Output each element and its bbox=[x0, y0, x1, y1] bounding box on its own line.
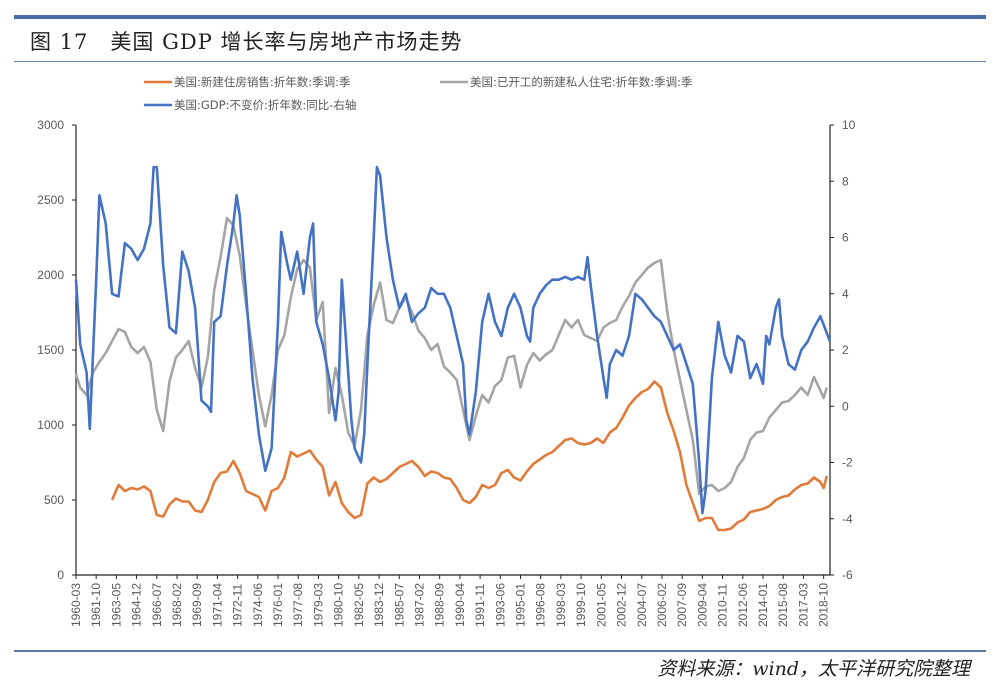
legend-label-1: 美国:已开工的新建私人住宅:折年数:季调:季 bbox=[470, 75, 693, 89]
x-tick-label: 1988-09 bbox=[433, 583, 447, 627]
x-tick-label: 2017-03 bbox=[796, 583, 810, 627]
x-tick-label: 1980-10 bbox=[332, 583, 346, 627]
x-tick-label: 1971-04 bbox=[210, 583, 224, 627]
x-tick-label: 1993-06 bbox=[493, 583, 507, 627]
x-tick-label: 1968-02 bbox=[170, 583, 184, 627]
x-tick-label: 2007-09 bbox=[675, 583, 689, 627]
x-tick-label: 1979-03 bbox=[311, 583, 325, 627]
x-tick-label: 1996-08 bbox=[534, 583, 548, 627]
x-tick-label: 1960-03 bbox=[69, 583, 83, 627]
left-tick-label: 3000 bbox=[37, 118, 64, 132]
x-tick-label: 1964-12 bbox=[130, 583, 144, 627]
axes: 0 500 1000 1500 2000 2500 3000 -6 -4 -2 0 2 4 6 8 10 196… bbox=[37, 118, 855, 627]
right-tick-label: 2 bbox=[842, 343, 849, 357]
x-tick-label: 1982-05 bbox=[352, 583, 366, 627]
right-tick-label: 4 bbox=[842, 287, 849, 301]
source-note: 资料来源：wind，太平洋研究院整理 bbox=[657, 658, 970, 680]
left-tick-label: 500 bbox=[44, 493, 64, 507]
series-lines bbox=[74, 165, 832, 532]
left-tick-label: 1500 bbox=[37, 343, 64, 357]
x-tick-label: 1999-10 bbox=[574, 583, 588, 627]
x-tick-label: 2001-05 bbox=[594, 583, 608, 627]
x-tick-label: 1966-07 bbox=[150, 583, 164, 627]
x-tick-label: 2015-08 bbox=[776, 583, 790, 627]
legend-label-0: 美国:新建住房销售:折年数:季调:季 bbox=[174, 75, 351, 89]
x-tick-label: 1990-04 bbox=[453, 583, 467, 627]
title-rule bbox=[14, 61, 986, 62]
x-tick-label: 1977-08 bbox=[291, 583, 305, 627]
x-tick-label: 2006-02 bbox=[655, 583, 669, 627]
x-tick-label: 1987-02 bbox=[412, 583, 426, 627]
x-tick-label: 1983-12 bbox=[372, 583, 386, 627]
legend: 美国:新建住房销售:折年数:季调:季 美国:已开工的新建私人住宅:折年数:季调:季… bbox=[144, 75, 693, 112]
x-tick-label: 2004-07 bbox=[635, 583, 649, 627]
x-tick-label: 1976-01 bbox=[271, 583, 285, 627]
right-tick-label: 8 bbox=[842, 174, 849, 188]
x-tick-label: 2014-01 bbox=[756, 583, 770, 627]
x-tick-label: 1972-11 bbox=[231, 584, 245, 627]
x-tick-label: 2010-11 bbox=[716, 584, 730, 627]
x-tick-label: 1991-11 bbox=[473, 584, 487, 627]
left-tick-label: 2500 bbox=[37, 193, 64, 207]
figure-title-text: 美国 GDP 增长率与房地产市场走势 bbox=[110, 30, 463, 54]
x-tick-label: 1995-01 bbox=[514, 583, 528, 627]
x-tick-label: 2012-06 bbox=[736, 583, 750, 627]
right-tick-label: -2 bbox=[842, 456, 853, 470]
top-rule bbox=[14, 15, 986, 19]
right-tick-label: 0 bbox=[842, 399, 849, 413]
right-tick-label: -4 bbox=[842, 512, 853, 526]
figure-title: 图 17 美国 GDP 增长率与房地产市场走势 bbox=[30, 26, 463, 56]
figure-label: 图 17 bbox=[30, 30, 89, 54]
x-tick-label: 2009-04 bbox=[695, 583, 709, 627]
x-tick-label: 1969-09 bbox=[190, 583, 204, 627]
x-tick-label: 2018-10 bbox=[817, 583, 831, 627]
left-tick-label: 2000 bbox=[37, 268, 64, 282]
x-tick-label: 1974-06 bbox=[251, 583, 265, 627]
right-tick-label: -6 bbox=[842, 568, 853, 582]
left-tick-label: 1000 bbox=[37, 418, 64, 432]
x-tick-label: 1963-05 bbox=[109, 583, 123, 627]
bottom-rule bbox=[14, 650, 986, 652]
legend-label-2: 美国:GDP:不变价:折年数:同比-右轴 bbox=[174, 98, 356, 112]
x-tick-label: 2002-12 bbox=[615, 583, 629, 627]
x-tick-label: 1985-07 bbox=[392, 583, 406, 627]
right-tick-label: 6 bbox=[842, 231, 849, 245]
series-line-2 bbox=[74, 165, 832, 515]
x-tick-label: 1961-10 bbox=[89, 583, 103, 627]
series-line-0 bbox=[110, 380, 829, 532]
x-tick-label: 1998-03 bbox=[554, 583, 568, 627]
right-tick-label: 10 bbox=[842, 118, 856, 132]
left-tick-label: 0 bbox=[57, 568, 64, 582]
